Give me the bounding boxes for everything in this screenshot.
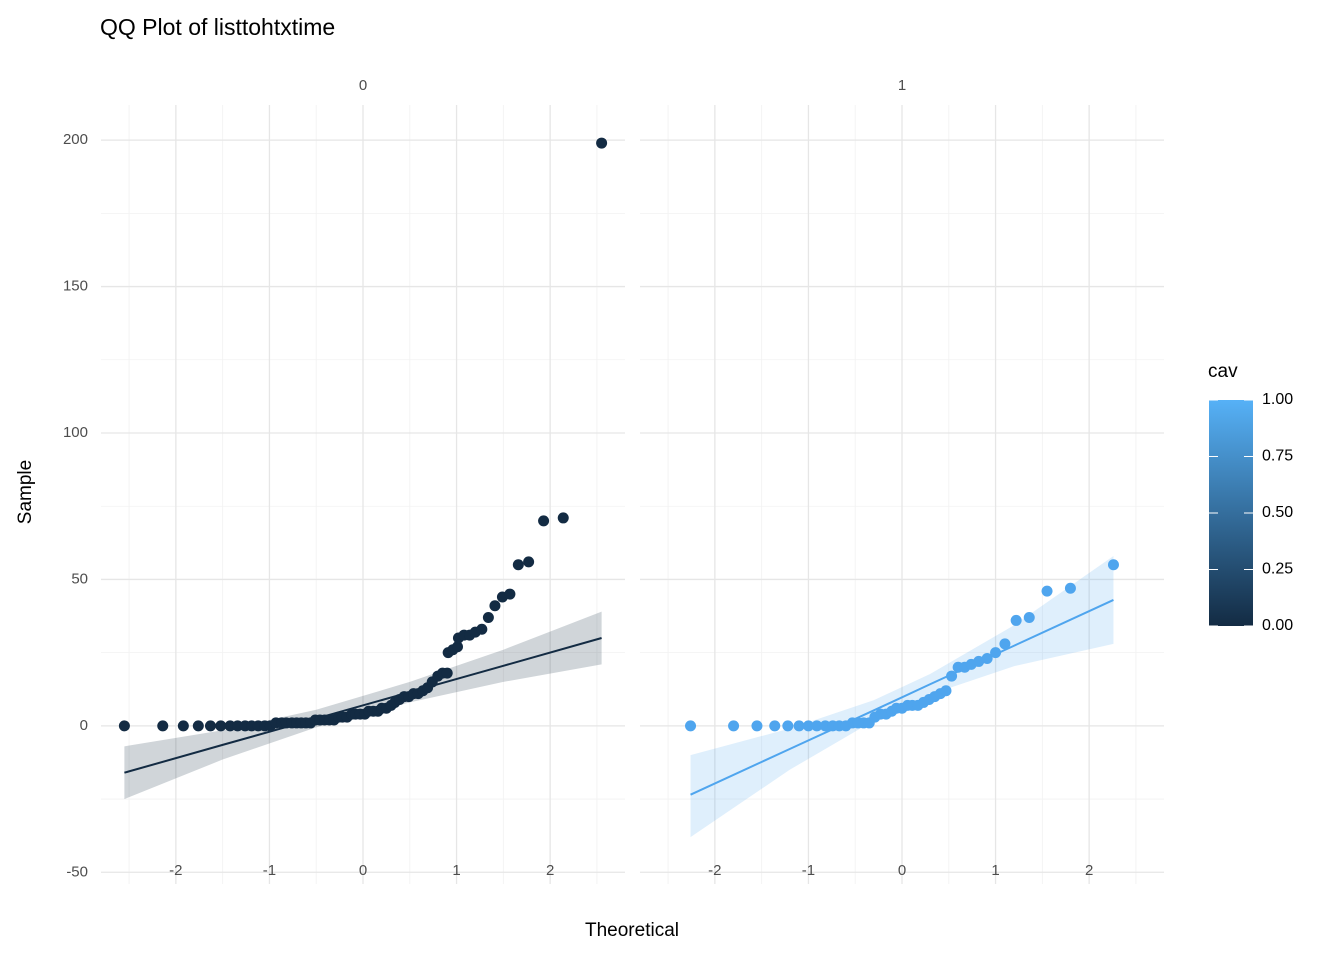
point	[192, 720, 204, 732]
point	[523, 556, 535, 568]
point	[476, 623, 488, 635]
point	[973, 655, 985, 667]
y-tick-label: 150	[63, 278, 88, 295]
fit-line	[690, 599, 1114, 796]
x-tick-label: 2	[546, 862, 554, 879]
y-axis-label: Sample	[15, 460, 36, 524]
y-tick-label: 200	[63, 131, 88, 148]
point	[512, 559, 524, 571]
x-tick-label: 1	[452, 862, 460, 879]
y-tick-label: 50	[71, 570, 88, 587]
point	[782, 720, 794, 732]
point	[489, 600, 501, 612]
legend-label: 0.50	[1262, 504, 1293, 521]
point	[482, 612, 494, 623]
point	[981, 653, 993, 664]
point	[802, 720, 814, 732]
x-tick-label: -2	[708, 862, 721, 879]
legend-label: 0.00	[1262, 617, 1293, 634]
fit-line	[124, 637, 602, 774]
point	[177, 720, 189, 732]
point	[811, 720, 823, 732]
x-tick-label: -2	[169, 862, 182, 879]
x-tick-label: 0	[898, 862, 906, 879]
y-tick-label: 0	[80, 717, 88, 734]
legend-label: 0.25	[1262, 561, 1293, 578]
point	[215, 720, 227, 732]
facet-label: 0	[359, 77, 367, 94]
point	[557, 512, 569, 524]
point	[946, 670, 958, 682]
y-tick-label: 100	[63, 424, 88, 441]
point	[728, 720, 740, 732]
x-tick-label: -1	[802, 862, 815, 879]
point	[1023, 612, 1035, 623]
point	[1010, 614, 1022, 626]
point	[940, 685, 952, 697]
legend-label: 0.75	[1262, 448, 1293, 465]
x-tick-label: -1	[263, 862, 276, 879]
point	[538, 515, 550, 527]
chart-title: QQ Plot of listtohtxtime	[100, 14, 335, 40]
facet-label: 1	[898, 77, 906, 94]
point	[793, 720, 805, 732]
point	[1064, 582, 1076, 594]
x-axis-label: Theoretical	[585, 920, 679, 941]
point	[999, 638, 1011, 650]
point	[990, 647, 1002, 659]
x-tick-label: 1	[991, 862, 999, 879]
point	[504, 588, 516, 600]
point	[204, 720, 216, 732]
point	[1041, 585, 1053, 597]
point	[1107, 559, 1119, 571]
point	[452, 641, 464, 653]
x-tick-label: 0	[359, 862, 367, 879]
legend-label: 1.00	[1262, 391, 1293, 408]
point	[118, 720, 130, 732]
point	[157, 720, 169, 732]
point	[751, 720, 763, 732]
point	[685, 720, 697, 732]
point	[596, 137, 608, 149]
point	[441, 667, 453, 679]
y-tick-label: -50	[66, 863, 88, 880]
legend-title: cav	[1208, 361, 1238, 382]
point	[769, 720, 781, 732]
x-tick-label: 2	[1085, 862, 1093, 879]
